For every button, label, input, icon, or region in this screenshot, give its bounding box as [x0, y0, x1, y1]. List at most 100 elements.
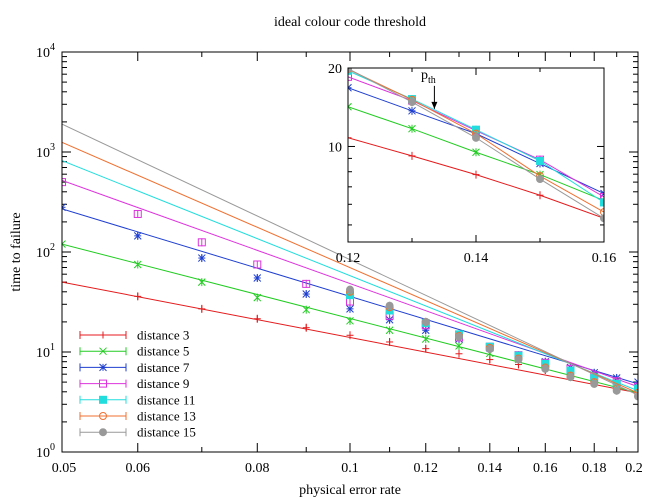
inset-data-point-distance-15 — [472, 133, 480, 142]
data-point-distance-15 — [455, 332, 464, 341]
data-point-distance-3 — [302, 324, 310, 332]
data-point-distance-7 — [197, 254, 206, 262]
x-tick-label: 0.06 — [126, 461, 151, 476]
data-point-distance-5 — [302, 305, 311, 314]
data-point-distance-15 — [421, 317, 430, 326]
data-point-distance-9 — [302, 279, 311, 288]
data-point-distance-15 — [634, 392, 638, 401]
inset-y-tick-label: 10 — [328, 140, 342, 155]
data-point-distance-9 — [197, 238, 206, 247]
data-point-distance-9 — [133, 209, 142, 218]
data-point-distance-7 — [62, 203, 66, 212]
inset-data-point-distance-5 — [472, 148, 480, 157]
legend-item-distance-11: distance 11 — [79, 392, 195, 407]
inset-series-distance-15 — [348, 68, 604, 223]
inset-data-point-distance-9 — [600, 192, 604, 201]
inset-data-point-distance-5 — [408, 124, 416, 133]
inset-x-tick-label: 0.14 — [464, 251, 489, 266]
fit-line-distance-11 — [62, 160, 638, 392]
data-point-distance-5 — [197, 278, 206, 286]
inset-data-point-distance-7 — [348, 83, 352, 92]
legend-item-distance-15: distance 15 — [79, 425, 196, 440]
data-layer — [62, 123, 638, 401]
inset-data-point-distance-3 — [536, 191, 544, 199]
data-point-distance-3 — [422, 345, 430, 353]
legend-marker — [99, 428, 107, 437]
inset-plot: 0.12 0.14 0.16 10 20 pth — [328, 62, 616, 266]
y-tick-label: 101 — [36, 342, 55, 361]
inset-data-point-distance-13 — [600, 208, 604, 217]
data-point-distance-7 — [133, 232, 142, 240]
x-tick-label: 0.05 — [52, 461, 77, 476]
y-tick-label: 104 — [36, 42, 55, 61]
inset-data-point-distance-15 — [348, 68, 352, 73]
data-point-distance-5 — [385, 326, 394, 335]
inset-x-tick-label: 0.12 — [336, 251, 361, 266]
chart-title: ideal colour code threshold — [274, 15, 426, 30]
inset-data-point-distance-7 — [408, 106, 416, 115]
inset-frame — [347, 67, 605, 243]
threshold-annotation: pth — [421, 68, 436, 86]
y-axis-label: time to failure — [9, 212, 24, 291]
legend-marker — [99, 412, 107, 420]
inset-data-point-distance-3 — [348, 134, 352, 142]
inset-data-point-distance-3 — [472, 171, 480, 179]
data-point-distance-15 — [541, 364, 550, 373]
data-point-distance-5 — [62, 240, 66, 248]
x-tick-label: 0.2 — [625, 461, 643, 476]
data-point-distance-3 — [253, 315, 261, 323]
data-point-distance-7 — [634, 378, 638, 386]
legend-label: distance 9 — [137, 376, 189, 391]
legend-marker — [99, 331, 107, 339]
y-tick-label: 103 — [36, 142, 55, 161]
inset-data-point-distance-11 — [536, 156, 544, 165]
x-axis-label: physical error rate — [299, 483, 401, 498]
data-point-distance-9 — [253, 260, 262, 269]
data-point-distance-15 — [612, 386, 621, 395]
data-point-distance-7 — [302, 290, 311, 298]
series-distance-3 — [62, 278, 638, 394]
series-distance-15 — [62, 123, 638, 401]
legend-item-distance-7: distance 7 — [79, 360, 190, 375]
data-point-distance-15 — [346, 285, 354, 294]
inset-data-point-distance-11 — [600, 198, 604, 207]
data-point-distance-5 — [346, 316, 354, 325]
data-point-distance-3 — [198, 305, 206, 313]
legend-marker — [99, 395, 107, 404]
data-point-distance-15 — [514, 355, 523, 364]
x-tick-label: 0.14 — [478, 461, 503, 476]
data-point-distance-13 — [634, 388, 638, 397]
legend-item-distance-3: distance 3 — [79, 328, 189, 343]
inset-data-layer — [348, 68, 604, 223]
data-point-distance-5 — [133, 260, 142, 269]
data-point-distance-15 — [485, 345, 494, 354]
legend-item-distance-5: distance 5 — [79, 344, 189, 359]
inset-y-tick-label: 20 — [328, 62, 342, 77]
data-point-distance-15 — [566, 373, 575, 382]
data-point-distance-7 — [346, 305, 354, 313]
legend-label: distance 13 — [137, 409, 196, 424]
inset-data-point-distance-15 — [536, 175, 544, 184]
fit-line-distance-15 — [62, 123, 638, 396]
x-tick-label: 0.08 — [245, 461, 270, 476]
legend-item-distance-9: distance 9 — [79, 376, 189, 391]
data-point-distance-5 — [421, 335, 430, 343]
x-tick-label: 0.18 — [582, 461, 607, 476]
data-point-distance-5 — [253, 293, 262, 302]
data-point-distance-7 — [253, 274, 262, 282]
inset-series-distance-5 — [348, 102, 604, 205]
x-tick-label: 0.16 — [533, 461, 558, 476]
main-frame — [61, 51, 639, 453]
data-point-distance-15 — [385, 301, 394, 310]
data-point-distance-3 — [62, 278, 66, 286]
legend-item-distance-13: distance 13 — [79, 409, 196, 424]
data-point-distance-5 — [455, 342, 463, 350]
inset-data-point-distance-9 — [348, 72, 352, 81]
data-point-distance-3 — [386, 338, 394, 346]
data-point-distance-11 — [634, 384, 638, 393]
x-tick-label: 0.12 — [414, 461, 439, 476]
threshold-arrow-head — [431, 101, 438, 109]
